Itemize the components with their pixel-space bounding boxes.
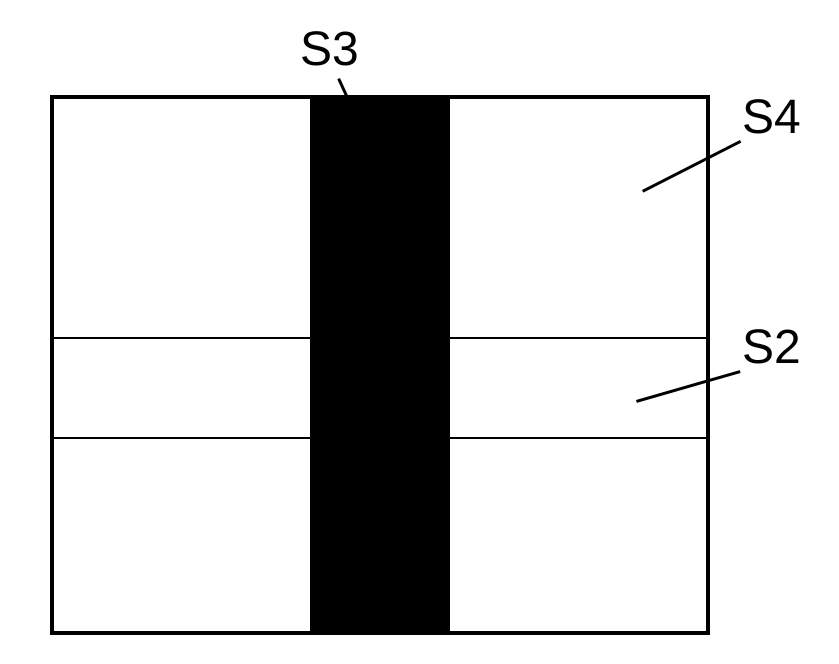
label-s4: S4 xyxy=(742,90,801,145)
center-column-s3 xyxy=(310,95,450,635)
label-s3: S3 xyxy=(300,22,359,77)
layer-diagram xyxy=(50,95,710,635)
label-s2: S2 xyxy=(742,320,801,375)
